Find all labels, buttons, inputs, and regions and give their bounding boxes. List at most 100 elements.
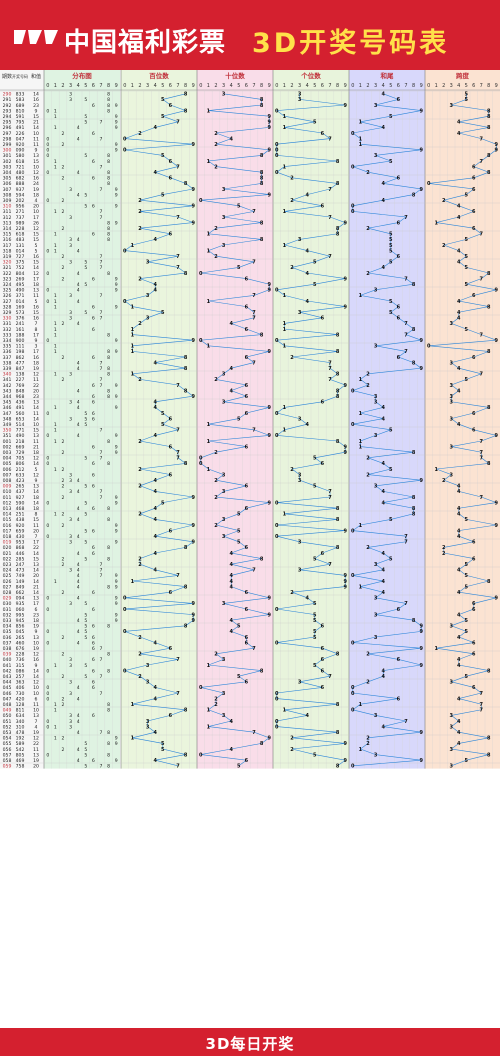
dist-digit: 2: [62, 652, 65, 658]
trend-point-digit: 2: [138, 439, 142, 445]
trend-line-3: [351, 93, 423, 767]
trend-point-digit: 4: [457, 131, 461, 137]
trend-point-digit: 1: [359, 142, 363, 148]
dist-digit: 3: [69, 416, 72, 422]
trend-point-digit: 4: [229, 562, 233, 568]
dist-digit: 2: [62, 209, 65, 215]
trend-point-digit: 6: [321, 657, 325, 663]
trend-point-digit: 3: [298, 568, 302, 574]
dist-digit: 9: [115, 405, 118, 411]
row-issue: 350: [3, 428, 12, 434]
row-number: 228: [16, 652, 25, 658]
trend-point-digit: 9: [495, 433, 499, 439]
trend-point-digit: 6: [321, 668, 325, 674]
header-digit: 1: [54, 83, 57, 89]
dist-digit: 8: [107, 366, 110, 372]
trend-point-digit: 6: [472, 293, 476, 299]
row-number: 128: [16, 702, 25, 708]
row-sum: 17: [33, 332, 39, 338]
dist-digit: 6: [92, 103, 95, 109]
trend-point-digit: 3: [222, 372, 226, 378]
trend-point-digit: 4: [153, 237, 157, 243]
trend-point-digit: 0: [351, 422, 355, 428]
trend-point-digit: 3: [146, 260, 150, 266]
dist-digit: 4: [77, 618, 80, 624]
trend-point-digit: 1: [207, 299, 211, 305]
trend-point-digit: 6: [321, 316, 325, 322]
dist-digit: 8: [107, 556, 110, 562]
trend-point-digit: 0: [123, 629, 127, 635]
header-digit: 5: [84, 83, 87, 89]
trend-point-digit: 1: [359, 377, 363, 383]
trend-point-digit: 3: [298, 416, 302, 422]
trend-point-digit: 5: [389, 517, 393, 523]
trend-point-digit: 9: [267, 192, 271, 198]
header-digit: 4: [154, 83, 157, 89]
row-issue: 019: [3, 540, 12, 546]
trend-point-digit: 5: [161, 422, 165, 428]
trend-point-digit: 3: [298, 92, 302, 98]
dist-digit: 1: [54, 209, 57, 215]
trend-point-digit: 0: [275, 142, 279, 148]
trend-point-digit: 4: [457, 741, 461, 747]
trend-point-digit: 1: [131, 702, 135, 708]
trend-point-digit: 1: [131, 332, 135, 338]
dist-digit: 6: [92, 394, 95, 400]
trend-point-digit: 9: [191, 612, 195, 618]
dist-digit: 1: [54, 405, 57, 411]
trend-point-digit: 1: [359, 747, 363, 753]
row-issue: 324: [3, 282, 12, 288]
trend-point-digit: 3: [374, 596, 378, 602]
trend-point-digit: 3: [450, 624, 454, 630]
trend-point-digit: 4: [457, 696, 461, 702]
dist-digit: 4: [77, 568, 80, 574]
trend-point-digit: 8: [412, 450, 416, 456]
trend-point-digit: 2: [366, 372, 370, 378]
trend-point-digit: 6: [245, 355, 249, 361]
row-sum: 20: [33, 764, 39, 770]
trend-point-digit: 8: [336, 439, 340, 445]
row-sum: 10: [33, 422, 39, 428]
trend-point-digit: 3: [450, 724, 454, 730]
trend-point-digit: 5: [161, 310, 165, 316]
row-sum: 13: [33, 562, 39, 568]
row-sum: 15: [33, 310, 39, 316]
row-issue: 012: [3, 500, 12, 506]
trend-point-digit: 8: [487, 349, 491, 355]
row-number: 659: [16, 528, 25, 534]
row-number: 749: [16, 573, 25, 579]
dist-digit: 6: [92, 400, 95, 406]
row-issue: 048: [3, 702, 12, 708]
trend-point-digit: 6: [245, 590, 249, 596]
trend-point-digit: 5: [465, 282, 469, 288]
header-digit: 9: [268, 83, 271, 89]
dist-digit: 0: [46, 668, 49, 674]
row-sum: 16: [33, 355, 39, 361]
dist-digit: 8: [107, 355, 110, 361]
row-sum: 14: [33, 551, 39, 557]
trend-point-digit: 7: [480, 276, 484, 282]
row-sum: 11: [33, 142, 39, 148]
trend-point-digit: 9: [419, 730, 423, 736]
dist-digit: 4: [77, 478, 80, 484]
trend-point-digit: 1: [283, 708, 287, 714]
trend-point-digit: 9: [343, 304, 347, 310]
dist-digit: 7: [100, 260, 103, 266]
dist-digit: 9: [115, 304, 118, 310]
row-sum: 18: [33, 192, 39, 198]
row-sum: 16: [33, 316, 39, 322]
row-issue: 036: [3, 635, 12, 641]
row-sum: 11: [33, 702, 39, 708]
row-sum: 11: [33, 523, 39, 529]
row-number: 618: [16, 232, 25, 238]
row-number: 633: [16, 472, 25, 478]
trend-point-digit: 1: [283, 344, 287, 350]
lottery-logo-icon: [14, 30, 58, 44]
row-sum: 11: [33, 136, 39, 142]
trend-point-digit: 4: [305, 422, 309, 428]
trend-point-digit: 1: [131, 304, 135, 310]
dist-digit: 5: [84, 629, 87, 635]
header-digit: 7: [328, 83, 331, 89]
header-digit: 1: [435, 83, 438, 89]
trend-point-digit: 3: [450, 680, 454, 686]
